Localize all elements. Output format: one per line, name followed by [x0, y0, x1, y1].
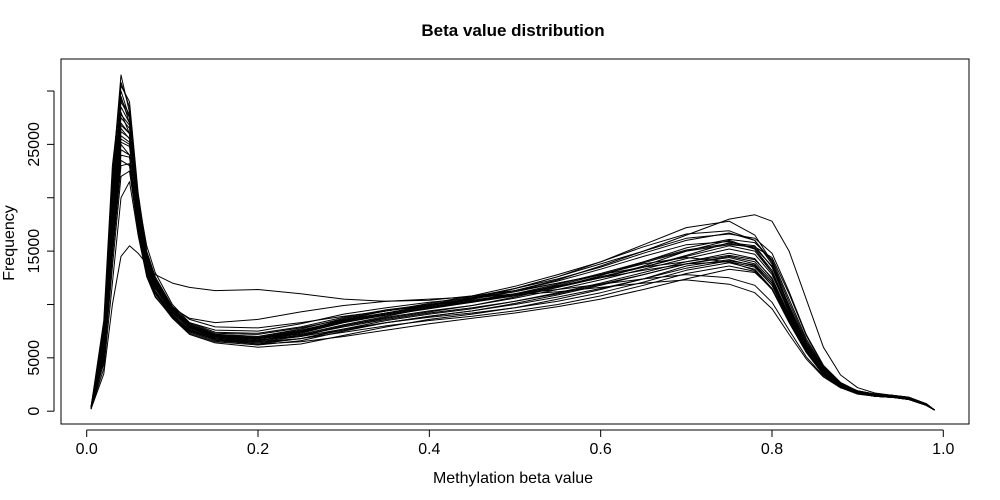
series-line-1 [90, 74, 935, 411]
y-tick-label: 5000 [26, 340, 43, 376]
series-line-9 [90, 245, 935, 411]
series-line-13 [90, 122, 935, 411]
series-line-4 [90, 127, 935, 411]
series-line-15 [90, 149, 935, 411]
series-line-11 [90, 90, 935, 411]
series-line-24 [90, 124, 935, 411]
y-tick-label: 0 [26, 407, 43, 416]
y-axis-label: Frequency [1, 205, 18, 281]
x-tick-label: 0.2 [247, 441, 269, 458]
series-line-3 [90, 111, 935, 411]
series-line-12 [90, 117, 935, 411]
series-line-17 [90, 101, 936, 411]
series-line-21 [90, 141, 935, 411]
plot-box [60, 58, 970, 425]
series-line-20 [90, 114, 935, 411]
y-axis: 0 5000 15000 25000 [26, 90, 55, 416]
series-line-2 [90, 95, 936, 411]
series-line-26 [90, 154, 935, 411]
series-group [90, 74, 936, 411]
x-tick-label: 0.8 [761, 441, 783, 458]
series-line-5 [90, 143, 935, 411]
x-tick-label: 0.4 [418, 441, 440, 458]
y-tick-label: 15000 [26, 229, 43, 274]
series-line-6 [90, 159, 935, 411]
series-line-18 [90, 106, 935, 411]
x-tick-label: 1.0 [932, 441, 954, 458]
x-tick-label: 0.6 [590, 441, 612, 458]
x-tick-label: 0.0 [76, 441, 98, 458]
series-line-25 [90, 131, 935, 411]
series-line-19 [90, 135, 935, 411]
series-line-14 [90, 138, 935, 411]
chart-title: Beta value distribution [421, 21, 604, 40]
y-tick-label: 25000 [26, 122, 43, 167]
x-axis: 0.0 0.2 0.4 0.6 0.8 1.0 [76, 429, 955, 458]
x-axis-label: Methylation beta value [433, 470, 593, 487]
series-line-23 [90, 99, 935, 411]
